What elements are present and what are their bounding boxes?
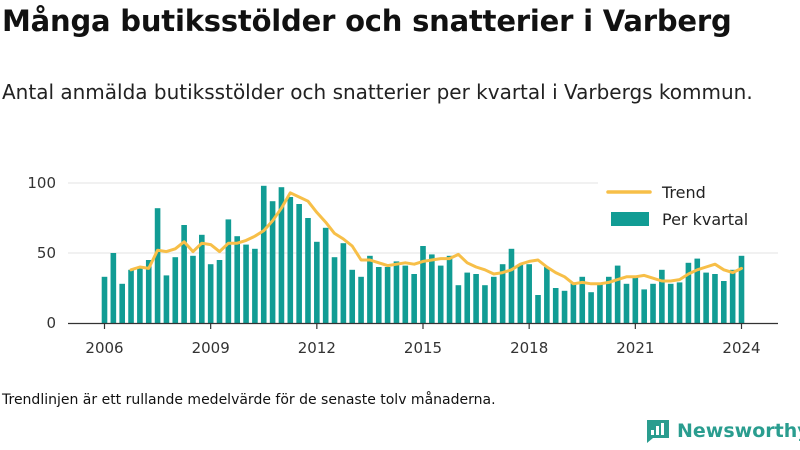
- bar: [252, 248, 258, 323]
- legend-background: [598, 178, 778, 240]
- bar: [482, 285, 488, 323]
- bar: [349, 269, 356, 323]
- bar: [650, 283, 656, 323]
- bar: [119, 283, 125, 323]
- brand-logo: Newsworthy: [645, 418, 800, 444]
- bar: [659, 269, 665, 323]
- x-tick-label: 2021: [616, 339, 654, 357]
- bar: [296, 204, 302, 323]
- bar: [561, 290, 568, 323]
- x-tick-label: 2024: [722, 339, 760, 357]
- bar: [269, 201, 276, 323]
- bar: [358, 276, 364, 323]
- y-tick-label: 100: [27, 174, 56, 192]
- bar: [384, 267, 391, 323]
- bar: [225, 219, 232, 323]
- bar: [216, 260, 223, 323]
- bar: [367, 255, 373, 323]
- bar: [676, 282, 683, 323]
- bar: [570, 282, 577, 323]
- legend-bar-swatch: [611, 212, 649, 226]
- bar: [314, 241, 320, 323]
- x-tick-label: 2015: [404, 339, 442, 357]
- bar: [260, 185, 267, 323]
- bar: [420, 246, 426, 323]
- bar: [429, 254, 435, 323]
- chart-subtitle: Antal anmälda butiksstölder och snatteri…: [2, 80, 753, 104]
- bar: [712, 274, 718, 323]
- x-tick-label: 2009: [192, 339, 230, 357]
- bar: [172, 257, 179, 323]
- brand-name: Newsworthy: [677, 420, 800, 442]
- bars: [101, 185, 745, 323]
- bar: [402, 265, 409, 323]
- bar: [110, 253, 117, 323]
- bar: [508, 248, 515, 323]
- bar: [305, 218, 311, 323]
- legend: Trend Per kvartal: [598, 178, 778, 240]
- bar: [393, 261, 400, 323]
- bar: [632, 276, 639, 323]
- bar: [163, 275, 170, 323]
- bar: [703, 272, 709, 323]
- bar: [552, 288, 559, 323]
- footnote: Trendlinjen är ett rullande medelvärde f…: [2, 392, 496, 408]
- bar: [623, 283, 630, 323]
- bar: [128, 269, 134, 323]
- bar: [641, 289, 647, 323]
- bar: [721, 281, 727, 323]
- bar: [137, 267, 143, 323]
- bar: [499, 264, 506, 323]
- bar: [101, 276, 108, 323]
- bar: [375, 267, 382, 323]
- bar: [145, 260, 152, 323]
- bar: [667, 283, 674, 323]
- chart: 2006 2009 2012 2015 2018 2021 2024 0 50 100 Tren…: [27, 174, 778, 357]
- bar: [455, 285, 462, 323]
- x-tick-label: 2006: [85, 339, 123, 357]
- bar: [181, 225, 187, 323]
- y-axis: 0 50 100: [27, 174, 56, 332]
- bar: [207, 264, 214, 323]
- bar: [694, 258, 701, 323]
- bar: [729, 269, 736, 323]
- bar: [526, 264, 532, 323]
- y-tick-label: 50: [37, 244, 56, 262]
- bar: [322, 227, 329, 323]
- bar: [154, 208, 161, 323]
- x-axis: 2006 2009 2012 2015 2018 2021 2024: [85, 323, 761, 357]
- bar: [437, 265, 444, 323]
- bar: [278, 187, 285, 323]
- bar: [190, 255, 196, 323]
- trend-line: [129, 191, 743, 286]
- bar: [234, 236, 241, 323]
- bar: [544, 267, 550, 323]
- bar: [588, 292, 594, 323]
- bar: [446, 255, 453, 323]
- bar: [473, 274, 479, 323]
- legend-bar-label: Per kvartal: [662, 210, 748, 229]
- x-tick-label: 2012: [298, 339, 336, 357]
- bar: [287, 197, 294, 323]
- legend-trend-label: Trend: [661, 183, 706, 202]
- y-tick-label: 0: [46, 314, 56, 332]
- bar: [411, 274, 417, 323]
- bar: [535, 295, 541, 323]
- bar: [597, 283, 603, 323]
- bar: [517, 264, 524, 323]
- chart-title: Många butiksstölder och snatterier i Var…: [2, 4, 732, 38]
- x-tick-label: 2018: [510, 339, 548, 357]
- bar: [340, 243, 347, 323]
- bar: [243, 244, 249, 323]
- bar: [614, 265, 621, 323]
- bar: [331, 257, 338, 323]
- bar: [685, 262, 692, 323]
- bar: [464, 272, 471, 323]
- newsworthy-logo-icon: [647, 420, 669, 443]
- bar: [738, 255, 745, 323]
- bar: [199, 234, 205, 323]
- bar: [579, 276, 586, 323]
- bar: [490, 276, 497, 323]
- bar: [605, 276, 612, 323]
